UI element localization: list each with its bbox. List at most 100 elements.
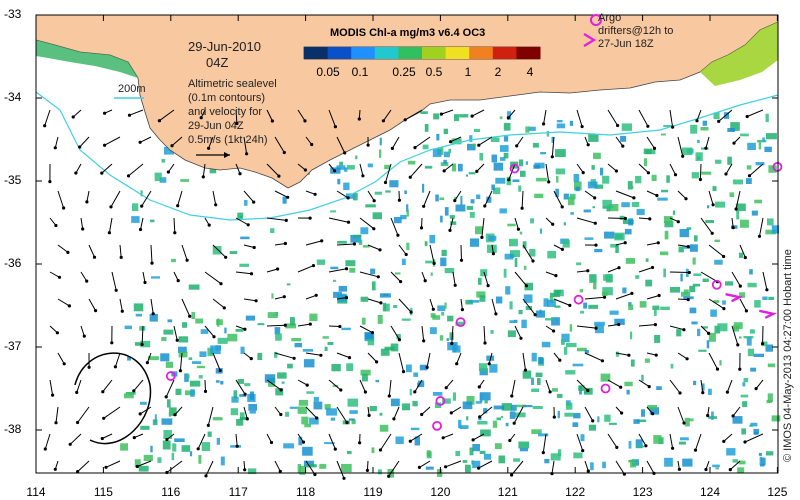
velocity-arrow (541, 433, 547, 455)
chlorophyll-patch (550, 453, 561, 461)
velocity-scale-arrow (196, 152, 230, 158)
chlorophyll-patch (530, 218, 534, 224)
chlorophyll-patch (509, 411, 516, 419)
chlorophyll-patch (594, 321, 605, 326)
chlorophyll-patch (212, 246, 222, 255)
chlorophyll-patch (364, 332, 374, 340)
chlorophyll-patch (230, 408, 239, 416)
colorbar-segment (422, 47, 447, 59)
chlorophyll-patch (455, 204, 466, 212)
chlorophyll-patch (249, 410, 256, 414)
chlorophyll-patch (649, 407, 659, 415)
velocity-arrow (754, 379, 764, 391)
chlorophyll-patch (419, 364, 428, 371)
velocity-arrow (491, 298, 498, 316)
velocity-arrow (471, 433, 485, 442)
chlorophyll-patch (367, 163, 373, 168)
chlorophyll-patch (522, 241, 527, 249)
chlorophyll-patch (440, 257, 447, 267)
velocity-arrow (181, 298, 192, 318)
velocity-arrow (420, 406, 431, 417)
chlorophyll-patch (576, 262, 582, 266)
chlorophyll-patch (189, 451, 193, 457)
chlorophyll-patch (519, 448, 528, 452)
velocity-arrow (328, 217, 351, 224)
chlorophyll-patch (697, 328, 701, 337)
chlorophyll-patch (377, 469, 382, 475)
velocity-arrow (150, 244, 154, 265)
velocity-arrow (71, 109, 82, 119)
chlorophyll-patch (224, 327, 227, 334)
chlorophyll-patch (337, 293, 347, 302)
chlorophyll-patch (580, 310, 584, 314)
chlorophyll-patch (711, 411, 714, 420)
velocity-arrow (196, 433, 206, 451)
chlorophyll-patch (768, 296, 775, 300)
chlorophyll-patch (478, 277, 482, 285)
chlorophyll-patch (758, 452, 762, 456)
chlorophyll-patch (472, 460, 481, 469)
argo-float-marker (435, 396, 446, 406)
chlorophyll-patch (437, 305, 446, 312)
chlorophyll-patch (678, 246, 684, 253)
chlorophyll-patch (554, 290, 562, 293)
velocity-arrow (274, 241, 287, 246)
chlorophyll-patch (369, 406, 377, 412)
velocity-arrow (708, 190, 715, 207)
chlorophyll-patch (556, 393, 563, 398)
velocity-arrow (700, 325, 711, 335)
chlorophyll-patch (271, 293, 274, 299)
chlorophyll-patch (717, 323, 728, 332)
chlorophyll-patch (714, 239, 720, 242)
chlorophyll-patch (466, 416, 469, 421)
velocity-arrow (698, 163, 703, 182)
chlorophyll-patch (149, 313, 158, 322)
chlorophyll-patch (575, 186, 580, 192)
x-axis-label: 125 (767, 485, 788, 499)
velocity-arrow (615, 136, 625, 148)
chlorophyll-patch (322, 336, 329, 339)
chlorophyll-patch (622, 287, 627, 294)
chlorophyll-patch (597, 416, 600, 423)
velocity-arrow (514, 325, 523, 340)
chlorophyll-patch (337, 178, 341, 185)
chlorophyll-patch (441, 249, 447, 257)
chlorophyll-patch (165, 361, 173, 368)
chlorophyll-patch (556, 123, 566, 129)
chlorophyll-patch (217, 318, 220, 327)
chlorophyll-patch (691, 172, 700, 179)
chlorophyll-patch (446, 338, 449, 341)
chlorophyll-patch (460, 195, 463, 205)
velocity-arrow (615, 190, 636, 200)
chlorophyll-patch (705, 220, 714, 224)
chlorophyll-patch (375, 379, 380, 383)
chlorophyll-patch (131, 216, 140, 223)
chlorophyll-patch (362, 373, 368, 382)
chlorophyll-patch (738, 252, 744, 258)
velocity-arrow (693, 433, 702, 452)
chlorophyll-patch (608, 422, 617, 425)
x-axis-label: 124 (699, 485, 721, 499)
velocity-arrow (243, 244, 256, 250)
chlorophyll-patch (281, 381, 285, 384)
chlorophyll-patch (503, 152, 509, 159)
chlorophyll-patch (762, 137, 765, 142)
velocity-arrow (429, 298, 435, 311)
velocity-arrow (413, 379, 423, 394)
velocity-arrow (359, 217, 376, 231)
chlorophyll-patch (297, 406, 307, 414)
velocity-arrow (359, 271, 380, 279)
chlorophyll-patch (475, 401, 482, 404)
chlorophyll-patch (432, 392, 443, 396)
velocity-arrow (646, 190, 659, 198)
chlorophyll-patch (693, 273, 702, 276)
velocity-arrow (138, 136, 152, 144)
chlorophyll-patch (495, 296, 503, 304)
chlorophyll-patch (351, 419, 356, 425)
chlorophyll-patch (360, 296, 369, 302)
velocity-arrow (305, 190, 317, 196)
velocity-arrow (206, 406, 214, 427)
chlorophyll-patch (644, 358, 650, 363)
x-axis-label: 122 (565, 485, 586, 499)
velocity-arrow (762, 271, 769, 292)
